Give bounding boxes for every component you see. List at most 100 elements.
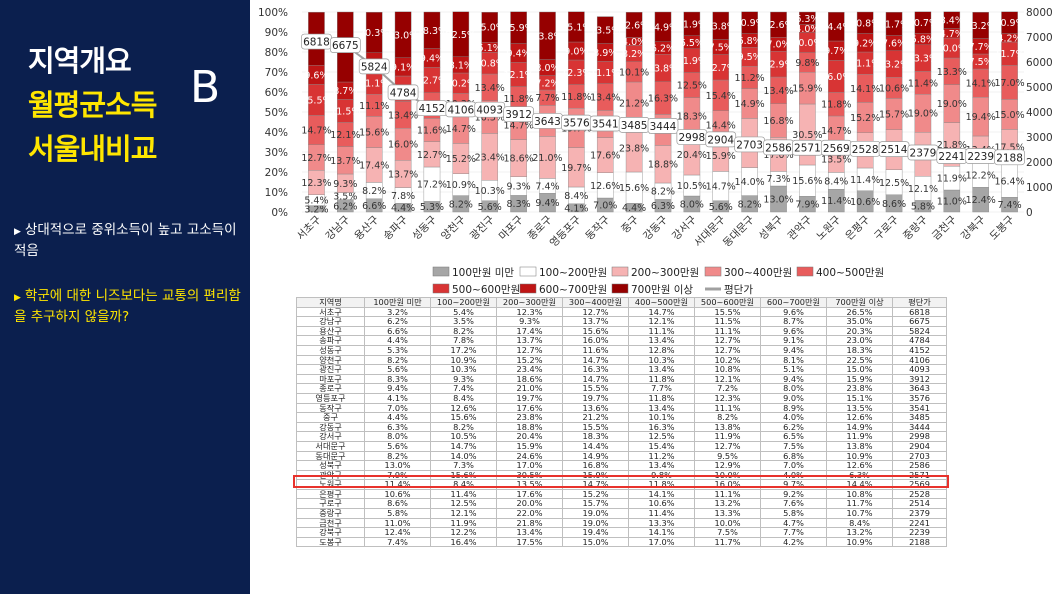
segment-label: 7.0% (766, 40, 790, 51)
left-tick-label: 60% (265, 87, 288, 99)
table-cell: 8.2% (364, 450, 431, 462)
segment-label: 18.6% (504, 154, 534, 165)
segment-label: 15.0% (475, 23, 505, 34)
legend-label: 600~700만원 (539, 284, 607, 296)
legend-swatch (611, 266, 629, 277)
table-cell: 9.4% (364, 383, 431, 394)
table-cell: 16.8% (562, 460, 629, 471)
segment-label: 12.7% (706, 63, 736, 74)
segment-label: 9.2% (853, 38, 877, 49)
segment-label: 3.2% (304, 204, 328, 215)
table-cell: 12.7% (496, 344, 563, 356)
table-cell: 9.0% (760, 392, 827, 404)
legend-swatch (432, 266, 450, 277)
x-tick-label: 양천구 (439, 213, 468, 242)
segment-label: 7.7% (535, 93, 559, 104)
segment-label: 7.7% (969, 42, 993, 53)
bar-segment (943, 11, 961, 29)
x-tick-label: 노원구 (814, 213, 843, 242)
table-cell: 22.5% (826, 354, 893, 366)
segment-label: 10.3% (475, 186, 505, 197)
table-cell: 23.0% (826, 335, 893, 346)
x-tick-label: 중랑구 (901, 213, 930, 242)
table-cell: 8.4% (430, 479, 497, 490)
table-cell: 성동구 (296, 344, 365, 356)
segment-label: 13.8% (648, 64, 678, 75)
bar-segment (799, 11, 816, 25)
segment-label: 9.4% (420, 54, 444, 65)
price-label: 4106 (447, 104, 474, 116)
table-row: 영등포구 4.1% 8.4% 19.7% 19.7% 11.8% 12.3% 9.0% 15.1… (296, 392, 947, 404)
segment-label: 10.6% (879, 83, 909, 94)
x-tick-label: 구로구 (872, 213, 901, 242)
table-cell: 35.0% (826, 316, 893, 327)
x-tick-label: 강북구 (959, 213, 988, 242)
segment-label: 18.3% (417, 26, 447, 37)
x-tick-label: 성북구 (757, 213, 786, 242)
table-cell: 3576 (892, 392, 947, 404)
segment-label: 17.6% (590, 151, 620, 162)
table-cell: 19.0% (562, 517, 629, 529)
table-cell: 동작구 (296, 402, 365, 414)
bar-segment (1001, 11, 1018, 34)
segment-label: 20.4% (677, 150, 707, 161)
segment-label: 11.1% (359, 79, 389, 90)
segment-label: 12.3% (561, 68, 591, 79)
table-cell: 10.0% (694, 517, 761, 529)
segment-label: 13.3% (908, 54, 938, 65)
segment-label: 7.4% (997, 200, 1021, 211)
section-badge: B (190, 62, 221, 113)
segment-label: 21.2% (619, 99, 649, 110)
table-cell: 6.8% (760, 450, 827, 462)
table-row: 양천구 8.2% 10.9% 15.2% 14.7% 10.3% 10.2% 8.1% 22.5… (296, 354, 947, 366)
segment-label: 8.2% (362, 186, 386, 197)
table-cell: 17.4% (496, 325, 563, 337)
table-cell: 6.3% (826, 469, 893, 481)
segment-label: 8.2% (622, 49, 646, 60)
segment-label: 15.7% (879, 110, 909, 121)
segment-label: 6.3% (651, 201, 675, 212)
table-cell: 10.3% (430, 364, 497, 375)
table-cell: 송파구 (296, 335, 365, 346)
table-cell: 용산구 (296, 325, 365, 337)
segment-label: 13.0% (763, 195, 793, 206)
legend-label: 100~200만원 (539, 267, 607, 279)
x-tick-label: 용산구 (352, 213, 381, 242)
x-tick-label: 강남구 (323, 213, 352, 242)
table-cell: 2239 (892, 527, 947, 538)
segment-label: 8.0% (680, 200, 704, 211)
table-cell: 20.4% (496, 431, 563, 442)
table-cell: 11.6% (562, 344, 629, 356)
bar-segment (856, 11, 874, 34)
table-cell: 6675 (892, 316, 947, 327)
income-table: 지역명 100만원 미만 100~200만원 200~300만원 300~400만원 40… (296, 297, 947, 548)
triangle-bullet-icon: ▶ (14, 227, 21, 237)
table-cell: 8.4% (430, 392, 497, 404)
table-row: 금천구 11.0% 11.9% 21.8% 19.0% 13.3% 10.0% 4.7% 8.4… (296, 517, 947, 529)
table-cell: 마포구 (296, 373, 365, 385)
table-cell: 11.4% (430, 488, 497, 500)
left-tick-label: 70% (265, 67, 288, 79)
segment-label: 10.9% (446, 180, 476, 191)
table-cell: 15.6% (430, 469, 497, 481)
segment-label: 23.0% (388, 30, 418, 41)
table-row: 구로구 8.6% 12.5% 20.0% 15.7% 10.6% 13.2% 7.6% 11.7… (296, 498, 947, 510)
segment-label: 9.4% (535, 198, 559, 209)
segment-label: 16.8% (763, 116, 793, 127)
segment-label: 20.3% (359, 28, 389, 39)
segment-label: 12.1% (908, 184, 938, 195)
table-cell: 14.0% (430, 450, 497, 462)
segment-label: 8.2% (449, 199, 473, 210)
table-cell: 15.9% (496, 440, 563, 452)
table-cell: 9.4% (760, 373, 827, 385)
table-cell: 16.0% (562, 335, 629, 346)
segment-label: 14.1% (966, 79, 996, 90)
table-cell: 강북구 (296, 527, 365, 538)
table-row: 도봉구 7.4% 16.4% 17.5% 15.0% 17.0% 11.7% 4.2% 10.9… (296, 536, 947, 548)
table-cell: 2571 (892, 469, 947, 481)
segment-label: 8.4% (940, 16, 964, 27)
segment-label: 14.4% (821, 22, 851, 33)
segment-label: 16.3% (475, 113, 505, 124)
table-cell: 15.2% (562, 488, 629, 500)
table-cell: 10.1% (628, 412, 695, 423)
